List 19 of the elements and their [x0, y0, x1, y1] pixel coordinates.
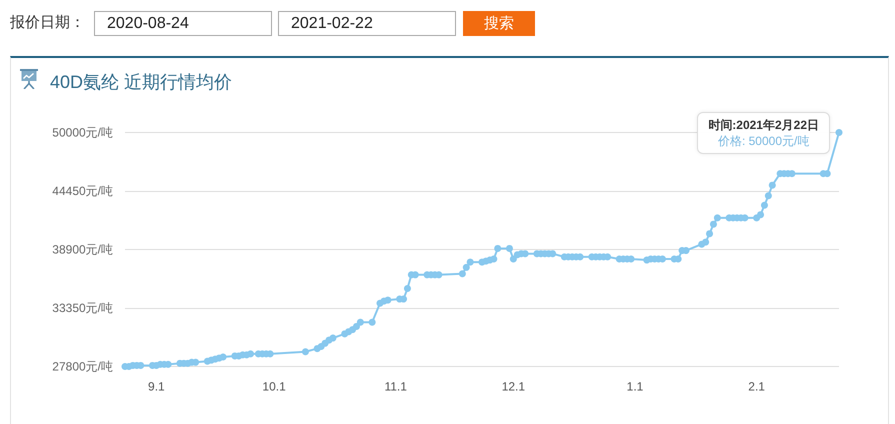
start-date-field: 2020-08-24 [94, 11, 272, 36]
chart-title: 40D氨纶 近期行情均价 [50, 72, 232, 92]
x-tick-label: 9.1 [148, 380, 166, 394]
x-tick-label: 2.1 [748, 380, 766, 394]
search-button: 搜索 [463, 11, 535, 36]
y-tick-label: 50000元/吨 [52, 126, 113, 140]
tooltip-box: 时间:2021年2月22日 价格: 50000元/吨 [697, 112, 830, 154]
end-date-field: 2021-02-22 [278, 11, 456, 36]
y-tick-label: 44450元/吨 [52, 184, 113, 198]
y-tick-label: 27800元/吨 [52, 360, 113, 374]
x-tick-label: 10.1 [262, 380, 286, 394]
x-tick-label: 11.1 [384, 380, 408, 394]
annotation: 时间:2021年2月22日 [708, 116, 819, 132]
y-tick-label: 38900元/吨 [52, 242, 113, 256]
y-tick-label: 33350元/吨 [52, 301, 113, 315]
x-tick-label: 12.1 [502, 380, 526, 394]
x-tick-label: 1.1 [626, 380, 644, 394]
text: 报价日期： [10, 14, 85, 32]
annotation: 价格: 50000元/吨 [716, 132, 810, 148]
